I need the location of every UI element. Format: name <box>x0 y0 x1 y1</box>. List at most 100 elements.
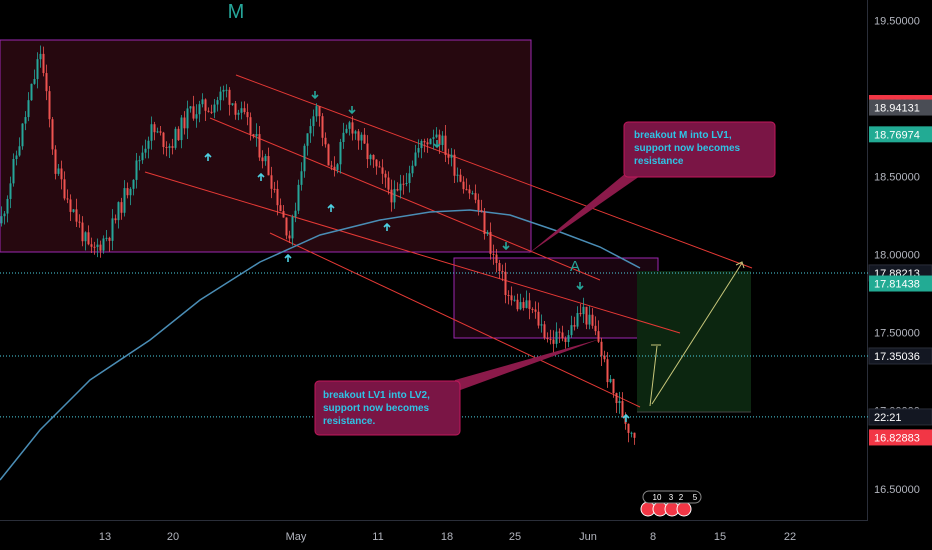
price-label-tag[interactable] <box>869 429 932 446</box>
down-arrow-icon <box>502 242 510 251</box>
candle-body <box>600 341 603 356</box>
projection-line-2[interactable] <box>651 262 743 405</box>
candle-body <box>114 218 117 221</box>
candle-body <box>426 142 429 145</box>
candle-body <box>591 314 594 326</box>
channel-line[interactable] <box>269 232 641 408</box>
candle-body <box>519 302 522 310</box>
price-labels: 18.9702918.9413118.7697417.8821317.81438… <box>868 95 932 446</box>
candle-body <box>456 174 459 176</box>
candle-body <box>465 189 468 191</box>
price-label-tag[interactable] <box>869 126 932 143</box>
candle-body <box>81 222 84 242</box>
candle-body <box>150 124 153 141</box>
target-zone[interactable] <box>637 271 751 412</box>
wave-arrows-layer <box>204 91 630 422</box>
range-box-lv1[interactable] <box>453 257 659 339</box>
channel-line[interactable] <box>235 74 753 269</box>
candle-body <box>480 210 483 212</box>
events-marker[interactable]: 10 3 2 5 <box>640 490 702 517</box>
candle-body <box>504 271 507 295</box>
candle-body <box>558 331 561 333</box>
candle-body <box>615 393 618 404</box>
candle-body <box>57 168 60 174</box>
candle-body <box>633 432 636 438</box>
candle-body <box>507 294 510 296</box>
candle-body <box>471 193 474 195</box>
candle-body <box>180 117 183 141</box>
candle-body <box>552 339 555 344</box>
candle-body <box>216 100 219 105</box>
candle-body <box>174 128 177 148</box>
candle-body <box>33 79 36 84</box>
candle-body <box>63 179 66 199</box>
price-label-tag[interactable] <box>868 408 932 426</box>
candle-body <box>126 188 129 196</box>
event-count-1: 10 <box>653 493 662 502</box>
up-arrow-icon <box>204 152 212 161</box>
candle-body <box>420 140 423 149</box>
candle-body <box>306 133 309 146</box>
candle-body <box>69 199 72 212</box>
channel-line[interactable] <box>209 117 601 281</box>
candle-body <box>195 114 198 119</box>
candle-body <box>486 231 489 234</box>
candle-body <box>129 188 132 196</box>
candle-body <box>543 324 546 338</box>
candle-body <box>534 309 537 312</box>
price-label-tag[interactable] <box>869 99 932 116</box>
candle-body <box>279 205 282 212</box>
candle-body <box>423 140 426 143</box>
candle-body <box>528 300 531 309</box>
annotation-2[interactable]: breakout LV1 into LV2, support now becom… <box>314 339 600 436</box>
candle-body <box>249 117 252 135</box>
price-label-tag[interactable] <box>868 347 932 365</box>
candle-body <box>156 131 159 133</box>
candle-body <box>573 325 576 327</box>
candle-body <box>501 271 504 273</box>
candle-body <box>24 117 27 124</box>
candle-body <box>267 156 270 176</box>
candle-body <box>372 154 375 160</box>
candle-body <box>240 108 243 113</box>
time-tick-label: May <box>286 531 307 543</box>
annotation-1[interactable]: breakout M into LV1, support now becomes… <box>528 121 776 254</box>
time-tick-label: 18 <box>441 531 453 543</box>
channel-line[interactable] <box>144 171 681 334</box>
candle-body <box>312 116 315 127</box>
candle-body <box>546 337 549 340</box>
price-label-text: 17.81438 <box>874 279 920 291</box>
time-tick-label: Jun <box>579 531 597 543</box>
candle-body <box>75 209 78 222</box>
annotation-1-box[interactable] <box>623 121 776 178</box>
candle-body <box>366 143 369 160</box>
candle-body <box>348 122 351 129</box>
candle-body <box>282 211 285 218</box>
candle-body <box>294 210 297 217</box>
wave-label-a: A <box>570 258 580 275</box>
candle-body <box>468 189 471 194</box>
candle-body <box>510 295 513 301</box>
annotation-2-box[interactable] <box>314 380 461 436</box>
level-layer <box>0 272 868 418</box>
annotation-1-line-2: support now becomes <box>634 143 741 154</box>
candle-body <box>231 103 234 105</box>
candle-body <box>360 134 363 141</box>
candle-body <box>237 112 240 115</box>
price-label-tag[interactable] <box>869 275 932 292</box>
annotation-2-line-3: resistance. <box>323 416 375 427</box>
moving-average-line[interactable] <box>0 209 641 481</box>
candle-body <box>363 134 366 144</box>
time-tick-label: 25 <box>509 531 521 543</box>
candle-body <box>393 189 396 203</box>
time-axis-ticks: 13 20 May 11 18 25 Jun 8 15 22 <box>99 531 796 543</box>
candle-body <box>159 131 162 133</box>
projection-line-1[interactable] <box>649 345 658 407</box>
candle-body <box>255 134 258 137</box>
candle-body <box>12 158 15 184</box>
candle-body <box>612 378 615 394</box>
candle-body <box>492 253 495 255</box>
candle-body <box>570 325 573 336</box>
candle-body <box>153 124 156 133</box>
